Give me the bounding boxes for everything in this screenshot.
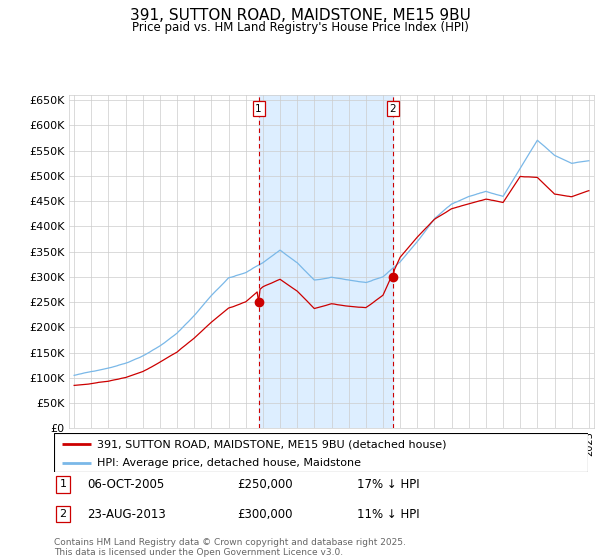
Text: £250,000: £250,000 bbox=[237, 478, 293, 491]
Text: 23-AUG-2013: 23-AUG-2013 bbox=[87, 507, 166, 521]
Text: 2: 2 bbox=[59, 509, 67, 519]
Bar bbox=[259, 95, 393, 428]
Text: Contains HM Land Registry data © Crown copyright and database right 2025.
This d: Contains HM Land Registry data © Crown c… bbox=[54, 538, 406, 557]
Text: HPI: Average price, detached house, Maidstone: HPI: Average price, detached house, Maid… bbox=[97, 458, 361, 468]
Text: £300,000: £300,000 bbox=[237, 507, 293, 521]
Text: 1: 1 bbox=[255, 104, 262, 114]
Text: 391, SUTTON ROAD, MAIDSTONE, ME15 9BU (detached house): 391, SUTTON ROAD, MAIDSTONE, ME15 9BU (d… bbox=[97, 439, 446, 449]
Text: 11% ↓ HPI: 11% ↓ HPI bbox=[357, 507, 419, 521]
Text: 391, SUTTON ROAD, MAIDSTONE, ME15 9BU: 391, SUTTON ROAD, MAIDSTONE, ME15 9BU bbox=[130, 8, 470, 24]
Text: 06-OCT-2005: 06-OCT-2005 bbox=[87, 478, 164, 491]
Text: Price paid vs. HM Land Registry's House Price Index (HPI): Price paid vs. HM Land Registry's House … bbox=[131, 21, 469, 34]
Text: 2: 2 bbox=[389, 104, 396, 114]
Text: 1: 1 bbox=[59, 479, 67, 489]
Text: 17% ↓ HPI: 17% ↓ HPI bbox=[357, 478, 419, 491]
